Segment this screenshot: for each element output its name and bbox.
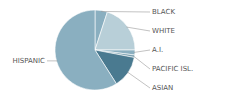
leader-line [127,72,150,88]
leader-line [134,50,150,52]
leader-line [47,60,58,61]
labels: BLACK WHITE A.I. PACIFIC ISL. ASIAN HISPANIC [12,8,193,92]
slice-label: A.I. [152,46,163,54]
leader-line [134,56,150,69]
slice-label: HISPANIC [12,57,45,65]
slice-label: ASIAN [152,84,173,92]
chart: BLACK WHITE A.I. PACIFIC ISL. ASIAN HISPANIC [0,0,240,100]
leader-line [101,11,150,13]
leader-line [127,27,150,31]
slice-label: WHITE [152,27,175,35]
slice-label: BLACK [152,8,175,16]
slice-label: PACIFIC ISL. [152,65,193,73]
pie-slice [95,12,135,50]
pie [55,10,135,90]
pie-slice [55,10,116,90]
